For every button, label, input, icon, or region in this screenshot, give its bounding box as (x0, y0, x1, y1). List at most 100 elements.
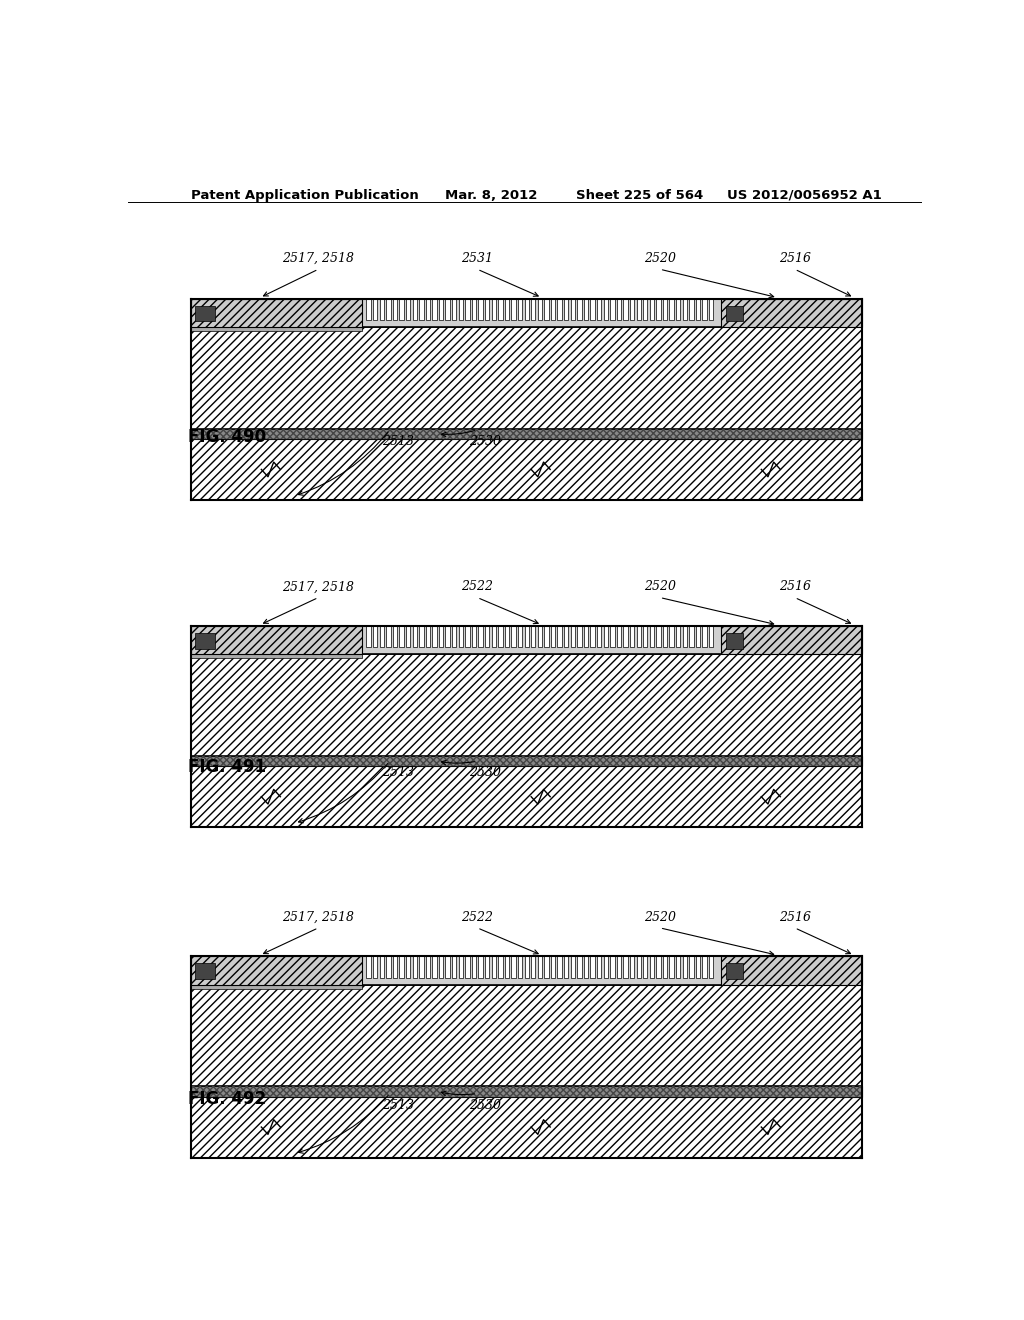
Bar (445, 956, 450, 978)
Bar (426, 626, 430, 647)
Bar (432, 956, 436, 978)
Bar (465, 298, 470, 319)
Bar (702, 298, 707, 319)
Bar (191, 766, 862, 828)
Bar (191, 429, 862, 440)
Bar (695, 298, 700, 319)
Bar (570, 956, 575, 978)
Text: 2517, 2518: 2517, 2518 (283, 911, 354, 924)
Bar (656, 298, 660, 319)
Text: 2520: 2520 (644, 581, 676, 594)
Text: FIG. 492: FIG. 492 (187, 1090, 266, 1109)
Bar (616, 626, 622, 647)
Bar (452, 298, 457, 319)
Bar (445, 626, 450, 647)
Bar (459, 626, 463, 647)
Bar (406, 626, 411, 647)
Bar (683, 298, 687, 319)
Bar (191, 756, 862, 766)
Bar (683, 956, 687, 978)
Text: Sheet 225 of 564: Sheet 225 of 564 (577, 189, 703, 202)
Bar (531, 956, 536, 978)
Text: 2513: 2513 (382, 1098, 414, 1111)
Bar (610, 298, 614, 319)
Bar (597, 298, 601, 319)
Bar (663, 956, 668, 978)
Bar (191, 626, 362, 655)
Bar (584, 298, 588, 319)
Bar (695, 626, 700, 647)
Text: 2516: 2516 (778, 911, 811, 924)
Bar (419, 298, 424, 319)
Text: 2530: 2530 (469, 434, 501, 447)
Bar (578, 956, 582, 978)
Bar (511, 626, 516, 647)
Bar (591, 956, 595, 978)
Bar (191, 327, 862, 429)
Bar (578, 298, 582, 319)
Bar (413, 956, 417, 978)
Bar (630, 298, 634, 319)
Bar (702, 626, 707, 647)
Bar (630, 956, 634, 978)
Bar (406, 298, 411, 319)
Bar (726, 964, 742, 979)
Bar (726, 306, 742, 322)
Bar (518, 956, 522, 978)
Bar (670, 626, 674, 647)
Bar (485, 298, 489, 319)
Bar (439, 298, 443, 319)
Bar (452, 956, 457, 978)
Bar (393, 956, 397, 978)
Bar (393, 298, 397, 319)
Text: 2516: 2516 (778, 252, 811, 265)
Bar (557, 626, 562, 647)
Bar (689, 626, 693, 647)
Bar (492, 298, 496, 319)
Bar (511, 956, 516, 978)
Text: Patent Application Publication: Patent Application Publication (191, 189, 419, 202)
Bar (578, 626, 582, 647)
Bar (702, 956, 707, 978)
Bar (557, 956, 562, 978)
Bar (380, 956, 384, 978)
Bar (191, 655, 862, 756)
Bar (380, 298, 384, 319)
Bar (538, 626, 542, 647)
Bar (564, 956, 568, 978)
Bar (616, 956, 622, 978)
Bar (689, 956, 693, 978)
Bar (386, 956, 390, 978)
Bar (637, 626, 641, 647)
Text: 2522: 2522 (461, 581, 494, 594)
Bar (373, 626, 378, 647)
Bar (531, 298, 536, 319)
Bar (386, 298, 390, 319)
Bar (584, 626, 588, 647)
Bar (591, 298, 595, 319)
Bar (413, 626, 417, 647)
Text: FIG. 490: FIG. 490 (187, 428, 265, 446)
Bar (191, 1086, 862, 1097)
Bar (518, 298, 522, 319)
Text: Mar. 8, 2012: Mar. 8, 2012 (445, 189, 538, 202)
Bar (499, 626, 503, 647)
Bar (649, 626, 654, 647)
Bar (603, 626, 608, 647)
Bar (721, 298, 862, 327)
Bar (419, 956, 424, 978)
Bar (399, 956, 403, 978)
Bar (518, 626, 522, 647)
Bar (367, 956, 371, 978)
Bar (616, 298, 622, 319)
Text: 2517, 2518: 2517, 2518 (283, 252, 354, 265)
Bar (531, 626, 536, 647)
Bar (721, 626, 862, 655)
Text: 2520: 2520 (644, 252, 676, 265)
Bar (538, 298, 542, 319)
Text: 2517, 2518: 2517, 2518 (283, 581, 354, 594)
Bar (603, 956, 608, 978)
Bar (591, 626, 595, 647)
Bar (545, 956, 549, 978)
Bar (624, 626, 628, 647)
